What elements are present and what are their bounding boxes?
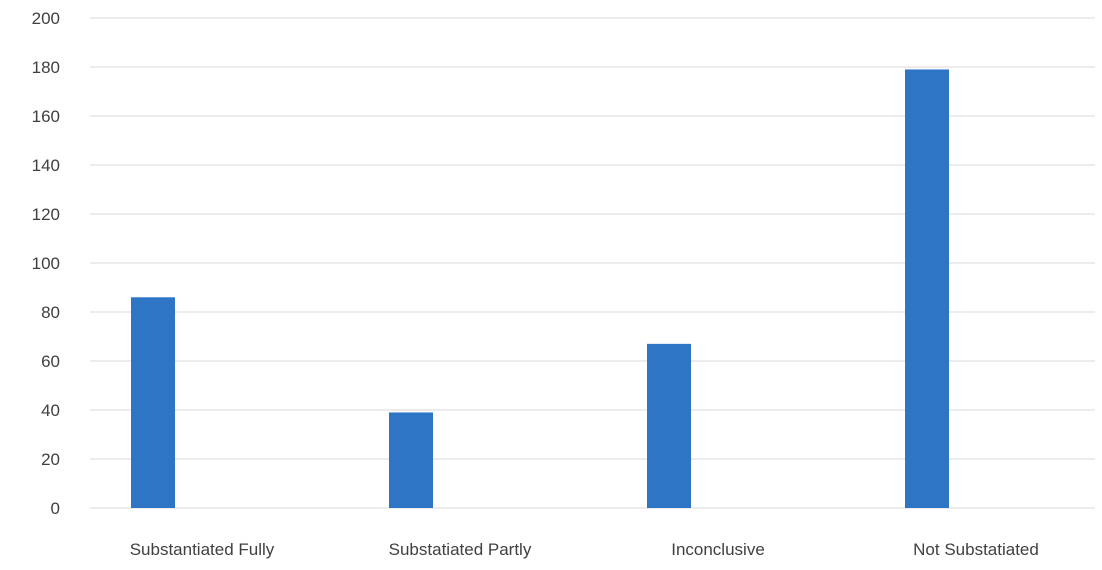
bar-substantiated-fully (131, 297, 175, 508)
y-axis-tick-labels: 0 20 40 60 80 100 120 140 160 180 200 (32, 9, 60, 518)
y-tick-label: 120 (32, 205, 60, 224)
y-tick-label: 80 (41, 303, 60, 322)
y-tick-label: 60 (41, 352, 60, 371)
y-tick-label: 180 (32, 58, 60, 77)
gridlines (90, 17, 1095, 509)
y-tick-label: 200 (32, 9, 60, 28)
bar-substatiated-partly (389, 412, 433, 508)
x-category-label: Inconclusive (671, 540, 765, 559)
x-category-label: Substatiated Partly (389, 540, 532, 559)
x-category-label: Not Substatiated (913, 540, 1039, 559)
y-tick-label: 0 (51, 499, 60, 518)
y-tick-label: 100 (32, 254, 60, 273)
y-tick-label: 140 (32, 156, 60, 175)
x-category-label: Substantiated Fully (130, 540, 275, 559)
x-axis-category-labels: Substantiated Fully Substatiated Partly In… (130, 540, 1039, 559)
bars (131, 69, 949, 508)
bar-not-substatiated (905, 69, 949, 508)
y-tick-label: 40 (41, 401, 60, 420)
y-tick-label: 160 (32, 107, 60, 126)
bar-inconclusive (647, 343, 691, 508)
y-tick-label: 20 (41, 450, 60, 469)
